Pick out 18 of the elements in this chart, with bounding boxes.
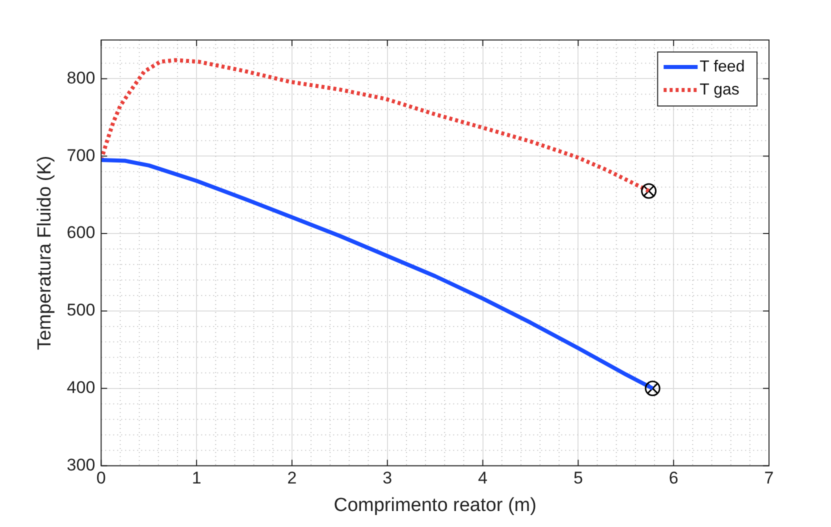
x-tick-label: 2 (287, 468, 297, 488)
x-tick-label: 0 (96, 468, 106, 488)
y-tick-label: 300 (66, 455, 96, 474)
y-axis-title: Temperatura Fluido (K) (34, 156, 56, 350)
y-tick-label: 600 (66, 223, 96, 242)
x-tick-label: 4 (478, 468, 488, 488)
x-tick-label: 6 (668, 468, 678, 488)
x-tick-label: 7 (764, 468, 774, 488)
legend-label: T gas (700, 81, 740, 98)
y-tick-label: 800 (66, 68, 96, 88)
y-tick-label: 700 (66, 146, 96, 165)
y-tick-label: 400 (66, 378, 96, 398)
y-tick-label: 500 (66, 300, 96, 320)
x-tick-label: 1 (192, 468, 202, 488)
x-tick-label: 5 (573, 468, 583, 488)
x-axis-title: Comprimento reator (m) (334, 494, 536, 516)
x-tick-label: 3 (382, 468, 392, 488)
legend-label: T feed (700, 58, 745, 76)
